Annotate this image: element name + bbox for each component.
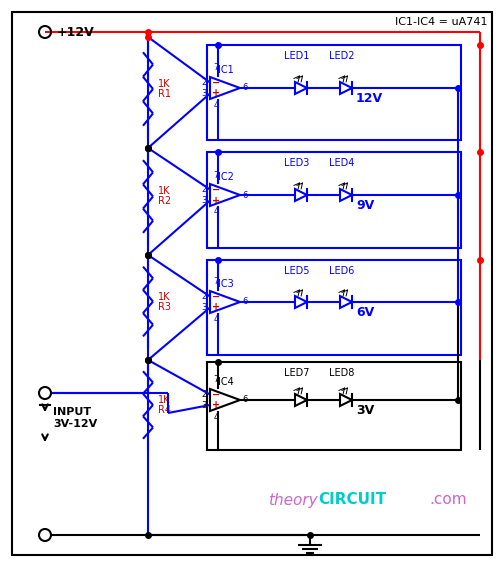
Text: 4: 4 bbox=[213, 413, 218, 421]
Text: 7: 7 bbox=[213, 171, 219, 180]
Text: LED2: LED2 bbox=[329, 51, 355, 61]
Text: 6: 6 bbox=[242, 191, 247, 200]
Text: +: + bbox=[212, 400, 220, 411]
Text: R4: R4 bbox=[158, 405, 171, 415]
Text: 3: 3 bbox=[201, 303, 207, 312]
Text: 3: 3 bbox=[201, 196, 207, 205]
Text: −: − bbox=[212, 184, 220, 194]
Text: IC3: IC3 bbox=[218, 279, 234, 289]
Text: 3: 3 bbox=[201, 89, 207, 98]
Text: LED3: LED3 bbox=[284, 158, 310, 168]
Text: 1K: 1K bbox=[158, 395, 170, 405]
Text: 7: 7 bbox=[213, 64, 219, 73]
Text: 6: 6 bbox=[242, 396, 247, 404]
Text: 3V: 3V bbox=[356, 404, 374, 417]
Text: 6V: 6V bbox=[356, 306, 374, 319]
Bar bbox=[207, 362, 461, 450]
Bar bbox=[207, 45, 461, 140]
Text: 1K: 1K bbox=[158, 291, 170, 302]
Text: R3: R3 bbox=[158, 302, 171, 311]
Text: 1K: 1K bbox=[158, 79, 170, 89]
Bar bbox=[207, 260, 461, 355]
Text: LED5: LED5 bbox=[284, 266, 310, 276]
Text: 1K: 1K bbox=[158, 187, 170, 197]
Text: +: + bbox=[212, 303, 220, 312]
Text: 7: 7 bbox=[213, 277, 219, 286]
Text: R1: R1 bbox=[158, 89, 171, 99]
Text: 4: 4 bbox=[213, 315, 218, 324]
Text: −: − bbox=[212, 390, 220, 400]
Text: IC2: IC2 bbox=[218, 172, 234, 182]
Text: IC4: IC4 bbox=[218, 377, 234, 387]
Text: −: − bbox=[212, 291, 220, 302]
Text: LED7: LED7 bbox=[284, 368, 310, 378]
Text: IC1-IC4 = uA741: IC1-IC4 = uA741 bbox=[395, 17, 488, 27]
Text: +12V: +12V bbox=[57, 26, 95, 39]
Text: theory: theory bbox=[269, 493, 318, 507]
Text: 9V: 9V bbox=[356, 199, 374, 212]
Text: LED6: LED6 bbox=[329, 266, 355, 276]
Text: +: + bbox=[212, 196, 220, 205]
Text: 4: 4 bbox=[213, 100, 218, 109]
Text: −: − bbox=[212, 78, 220, 87]
Text: 3: 3 bbox=[201, 401, 207, 410]
Text: .com: .com bbox=[429, 493, 467, 507]
Text: 2: 2 bbox=[202, 292, 207, 301]
Text: LED8: LED8 bbox=[329, 368, 355, 378]
Text: LED1: LED1 bbox=[284, 51, 310, 61]
Text: CIRCUIT: CIRCUIT bbox=[318, 493, 386, 507]
Text: 2: 2 bbox=[202, 185, 207, 194]
Text: R2: R2 bbox=[158, 197, 171, 206]
Text: 6: 6 bbox=[242, 298, 247, 307]
Text: INPUT: INPUT bbox=[53, 407, 91, 417]
Text: 2: 2 bbox=[202, 78, 207, 87]
Text: LED4: LED4 bbox=[329, 158, 355, 168]
Text: 3V-12V: 3V-12V bbox=[53, 419, 97, 429]
Bar bbox=[207, 152, 461, 248]
Text: 2: 2 bbox=[202, 390, 207, 399]
Text: 12V: 12V bbox=[356, 92, 383, 105]
Text: 4: 4 bbox=[213, 208, 218, 217]
Text: IC1: IC1 bbox=[218, 65, 234, 75]
Text: +: + bbox=[212, 88, 220, 99]
Text: 6: 6 bbox=[242, 83, 247, 92]
Text: 7: 7 bbox=[213, 375, 219, 384]
